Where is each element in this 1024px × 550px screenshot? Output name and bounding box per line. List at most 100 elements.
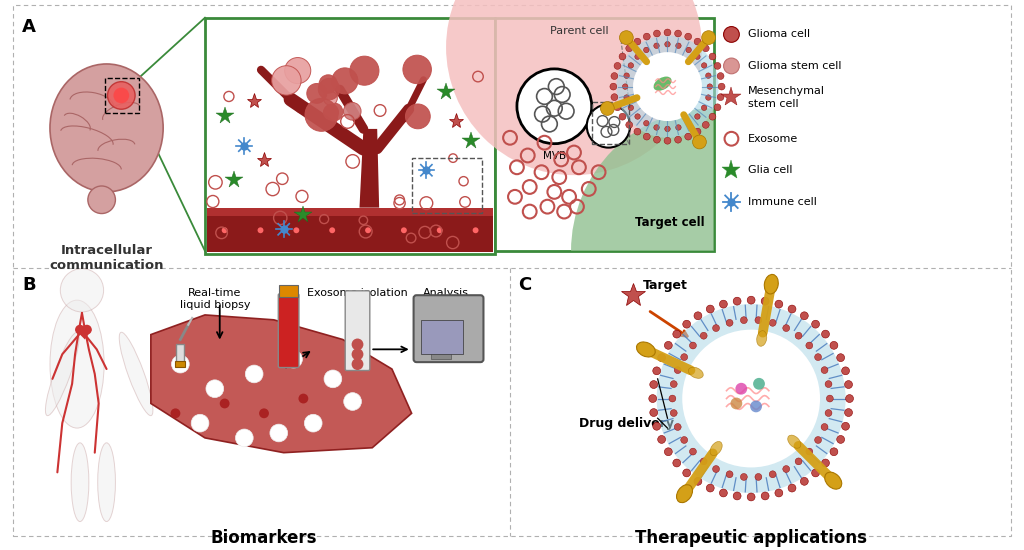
Circle shape [751,400,762,412]
Circle shape [706,95,711,100]
Circle shape [706,73,711,79]
Circle shape [285,350,302,368]
Circle shape [675,30,682,37]
Circle shape [689,448,696,455]
Circle shape [628,63,634,68]
Text: Exosome isolation: Exosome isolation [307,288,408,298]
FancyBboxPatch shape [279,294,299,367]
Bar [412,158,482,212]
Circle shape [620,53,626,60]
Circle shape [643,33,650,40]
Circle shape [657,436,666,443]
Circle shape [236,429,253,447]
Circle shape [821,424,828,431]
Circle shape [694,38,701,45]
Circle shape [845,381,852,388]
Circle shape [402,55,431,84]
Circle shape [624,73,630,79]
Circle shape [681,354,688,361]
Circle shape [366,227,371,233]
Circle shape [271,65,301,95]
Circle shape [406,104,430,129]
Circle shape [837,436,845,443]
Circle shape [330,227,335,233]
Circle shape [686,120,691,126]
Circle shape [673,330,681,338]
Text: Parent cell: Parent cell [550,26,608,36]
Circle shape [82,324,92,334]
Text: Glioma cell: Glioma cell [749,30,810,40]
Circle shape [846,394,853,403]
Text: Glia cell: Glia cell [749,165,793,175]
Circle shape [643,133,650,140]
Circle shape [694,477,701,485]
Circle shape [795,458,802,465]
Circle shape [324,104,339,120]
Circle shape [837,354,845,361]
Text: MVB: MVB [543,151,566,161]
Text: Immune cell: Immune cell [749,197,817,207]
Circle shape [815,437,821,443]
Circle shape [437,227,442,233]
Bar [431,353,451,359]
Circle shape [401,227,407,233]
Circle shape [701,105,707,111]
Circle shape [610,83,616,90]
Circle shape [220,399,229,409]
Ellipse shape [710,442,722,455]
Circle shape [665,448,673,456]
Circle shape [842,367,850,375]
Circle shape [616,35,719,138]
Circle shape [473,227,478,233]
Circle shape [294,227,299,233]
Circle shape [620,113,626,120]
Circle shape [674,424,681,431]
Bar [207,20,494,252]
Circle shape [845,409,852,416]
Circle shape [587,104,630,147]
Circle shape [657,354,666,361]
Circle shape [720,489,727,497]
Circle shape [298,394,308,404]
Circle shape [653,136,660,143]
Circle shape [825,410,831,416]
Circle shape [344,393,361,410]
Circle shape [761,492,769,500]
Circle shape [686,47,691,53]
Circle shape [628,105,634,111]
Circle shape [653,30,660,37]
Circle shape [726,471,733,478]
Circle shape [683,469,690,477]
Circle shape [694,54,700,59]
Bar [279,285,298,297]
Circle shape [761,297,769,305]
Circle shape [821,459,829,467]
Circle shape [707,84,713,89]
Circle shape [671,410,677,416]
Circle shape [733,492,741,500]
FancyBboxPatch shape [345,291,370,371]
Text: C: C [518,276,531,294]
Circle shape [246,365,263,383]
Circle shape [351,338,364,350]
Circle shape [717,73,724,80]
Circle shape [795,332,802,339]
Circle shape [775,489,782,497]
Circle shape [611,94,617,101]
Circle shape [692,135,707,149]
Circle shape [671,381,677,388]
Circle shape [825,381,831,388]
FancyBboxPatch shape [414,295,483,362]
Ellipse shape [88,186,116,213]
Circle shape [806,448,813,455]
Circle shape [664,138,671,144]
Circle shape [815,354,821,361]
Circle shape [343,102,361,120]
Bar [496,18,714,251]
Circle shape [634,38,641,45]
Ellipse shape [824,472,842,489]
Circle shape [826,395,834,402]
Circle shape [724,58,739,74]
Circle shape [694,128,701,135]
Circle shape [611,73,617,80]
